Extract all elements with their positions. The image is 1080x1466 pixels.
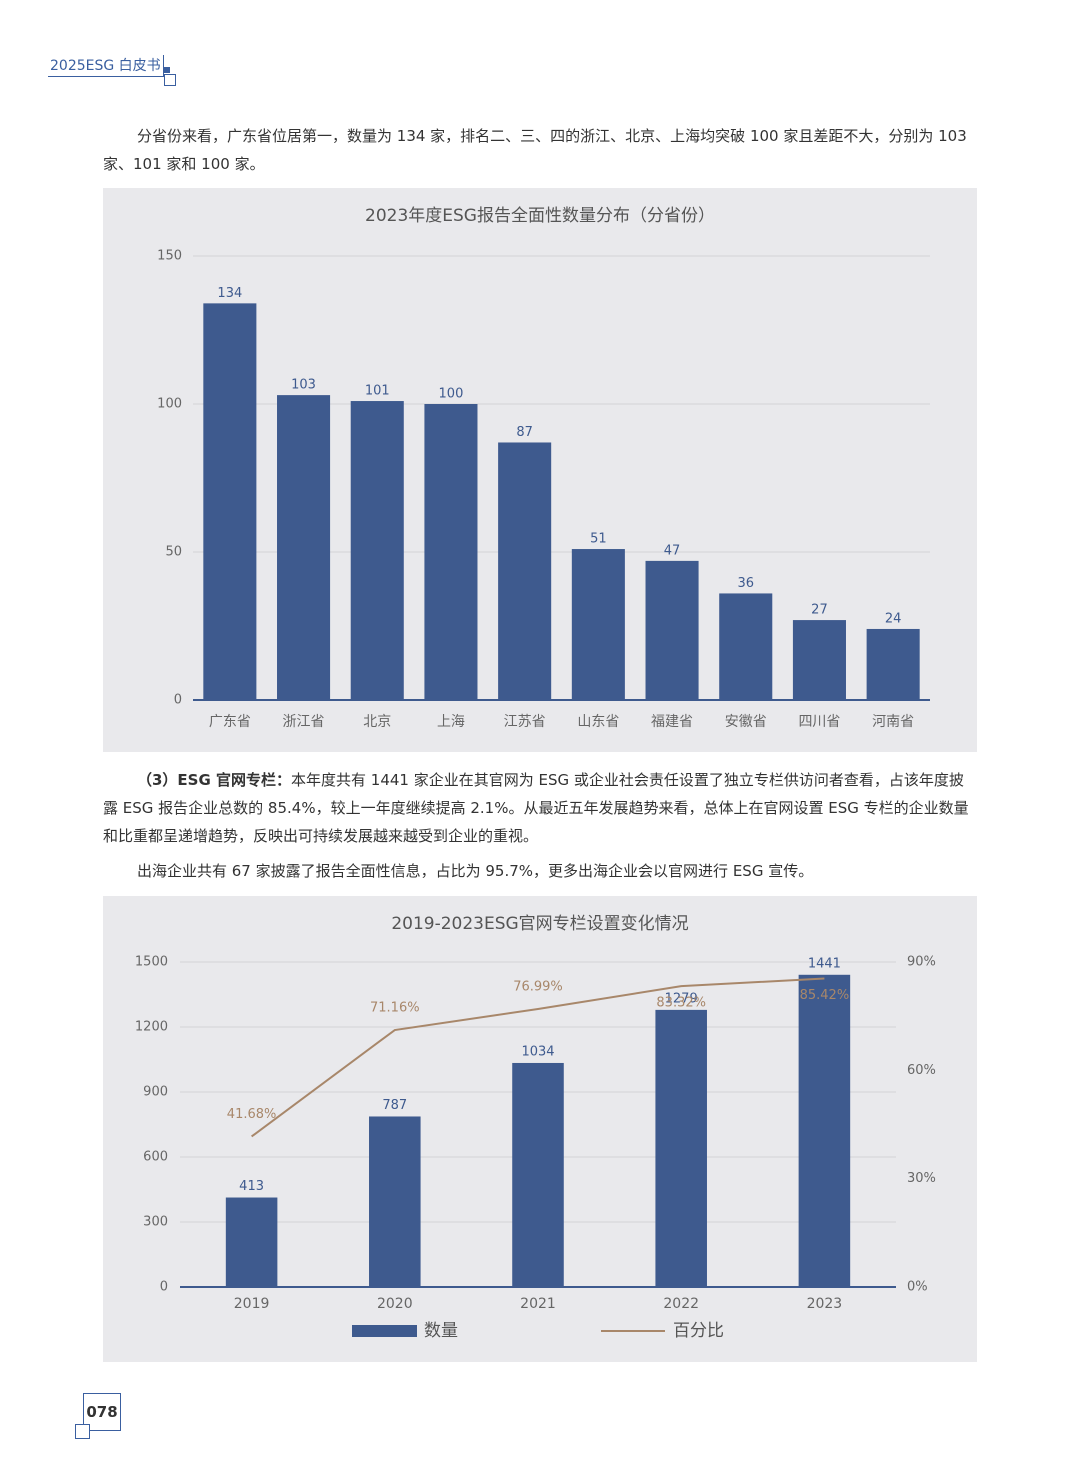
data-label: 101 [365,384,390,399]
paragraph-text: 本年度共有 1441 家企业在其官网为 ESG 或企业社会责任设置了独立专栏供访… [103,771,969,845]
data-label: 100 [439,387,464,402]
line [251,977,825,1138]
bar [719,593,773,700]
y2-tick-label: 90% [907,955,936,970]
paragraph: 分省份来看，广东省位居第一，数量为 134 家，排名二、三、四的浙江、北京、上海… [103,127,967,173]
bar [792,620,846,700]
data-label: 24 [885,611,902,626]
y2-tick-label: 60% [907,1063,936,1078]
legend-swatch [352,1325,417,1337]
x-tick-label: 山东省 [577,714,619,730]
x-tick-label: 广东省 [209,714,251,730]
bar [424,404,478,700]
bar [655,1009,707,1287]
y2-tick-label: 30% [907,1171,936,1186]
x-tick-label: 上海 [437,714,465,730]
data-label: 103 [291,378,316,393]
data-label: 47 [664,543,681,558]
x-tick-label: 安徽省 [725,714,767,730]
data-label: 76.99% [513,979,563,994]
y-tick-label: 300 [143,1215,168,1230]
data-label: 1034 [521,1044,554,1059]
bar [571,549,625,700]
y-tick-label: 0 [174,693,182,708]
paragraph: （3）ESG 官网专栏：本年度共有 1441 家企业在其官网为 ESG 或企业社… [103,766,977,850]
x-tick-label: 2023 [807,1296,843,1312]
data-label: 71.16% [370,1001,420,1016]
x-tick-label: 北京 [363,714,391,730]
bar [645,560,699,700]
y-tick-label: 150 [157,249,182,264]
header-deco [164,74,176,86]
x-tick-label: 2021 [520,1296,556,1312]
y-tick-label: 100 [157,397,182,412]
data-label: 51 [590,532,607,547]
bar [498,442,552,700]
data-label: 27 [811,603,828,618]
data-label: 85.42% [800,988,850,1003]
data-label: 1441 [808,956,841,971]
x-tick-label: 江苏省 [504,714,546,730]
bar [798,974,851,1287]
paragraph-lead: （3）ESG 官网专栏： [137,771,292,789]
page-deco [75,1424,90,1439]
header-rule [48,76,164,77]
x-tick-label: 福建省 [651,714,693,730]
bar [225,1197,278,1287]
header-title: 2025ESG 白皮书 [50,58,161,74]
x-tick-label: 2019 [234,1296,270,1312]
data-label: 41.68% [227,1107,277,1122]
chart: 2023年度ESG报告全面性数量分布（分省份） 0 50 100 150 134 广东省 1… [103,188,977,752]
legend-label: 数量 [424,1321,458,1341]
data-label: 36 [737,576,754,591]
data-label: 134 [217,286,242,301]
y-tick-label: 0 [160,1280,168,1295]
y-tick-label: 900 [143,1085,168,1100]
y-tick-label: 50 [165,545,182,560]
x-tick-label: 浙江省 [283,714,325,730]
bar [350,401,404,700]
bar [277,395,331,700]
bar [203,303,257,700]
data-label: 1279 [665,991,698,1006]
data-label: 413 [239,1179,264,1194]
y2-tick-label: 0% [907,1280,928,1295]
x-tick-label: 四川省 [798,714,840,730]
page-number: 078 [83,1393,121,1431]
legend-label: 百分比 [673,1321,724,1341]
chart-title: 2019-2023ESG官网专栏设置变化情况 [391,914,688,934]
x-tick-label: 2020 [377,1296,413,1312]
bar [512,1062,564,1287]
y-tick-label: 1500 [135,955,168,970]
y-tick-label: 1200 [135,1020,168,1035]
x-tick-label: 2022 [663,1296,699,1312]
header-deco [164,67,170,73]
y-tick-label: 600 [143,1150,168,1165]
paragraph: 出海企业共有 67 家披露了报告全面性信息，占比为 95.7%，更多出海企业会以… [137,862,814,880]
bar [369,1116,421,1287]
bar [866,628,920,700]
data-label: 87 [516,425,533,440]
chart-title: 2023年度ESG报告全面性数量分布（分省份） [365,206,715,226]
header-deco [163,55,164,77]
data-label: 787 [382,1098,407,1113]
x-tick-label: 河南省 [872,714,914,730]
chart: 2019-2023ESG官网专栏设置变化情况 0 300 600 900 1200 150… [103,896,977,1362]
data-label: 83.32% [656,996,706,1011]
